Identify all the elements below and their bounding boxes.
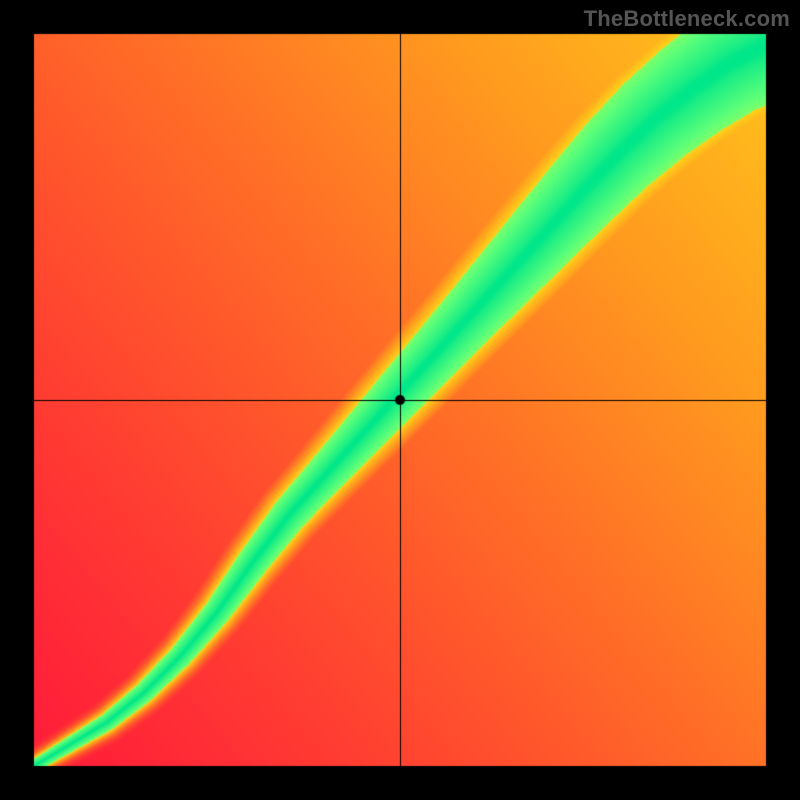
bottleneck-heatmap <box>0 0 800 800</box>
chart-frame: TheBottleneck.com <box>0 0 800 800</box>
watermark-text: TheBottleneck.com <box>584 6 790 32</box>
